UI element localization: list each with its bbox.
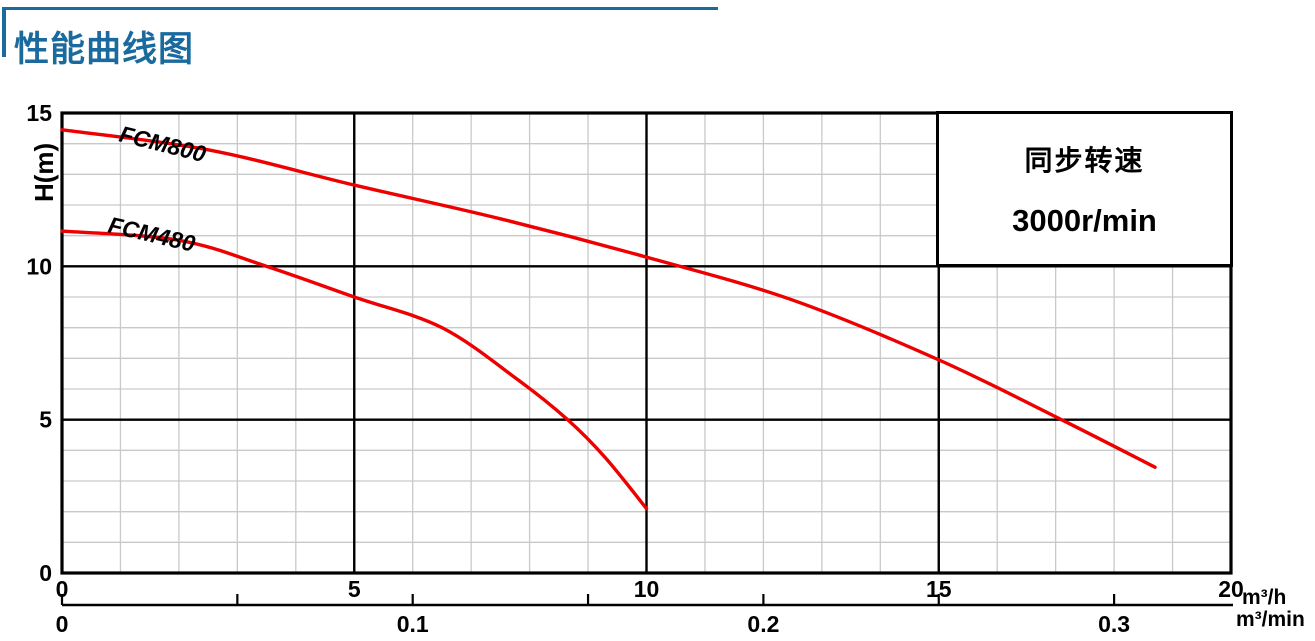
y-axis-tick-label: 5: [39, 407, 52, 433]
x-axis-tick-label: 10: [634, 576, 660, 602]
x-axis-tick-label: 20: [1218, 576, 1244, 602]
x-axis-tick-label: 5: [348, 576, 361, 602]
y-axis-tick-label: 10: [26, 253, 52, 279]
curve-FCM480: [60, 229, 649, 511]
y-axis-tick-label: 15: [26, 100, 52, 126]
series-label-FCM480: FCM480: [106, 212, 198, 257]
x-axis-tick-label: 0: [56, 576, 69, 602]
secondary-x-tick-label: 0.2: [747, 611, 779, 637]
secondary-x-tick-label: 0.3: [1098, 611, 1130, 637]
sync-speed-value: 3000r/min: [1012, 203, 1157, 239]
secondary-x-tick-label: 0: [56, 611, 69, 637]
x-axis-primary-unit-label: m³/h: [1242, 586, 1287, 609]
header-accent-line: [2, 7, 718, 10]
sync-speed-annotation: 同步转速 3000r/min: [936, 111, 1233, 267]
header-accent-bar: [2, 7, 6, 57]
y-axis-title: H(m): [29, 143, 59, 202]
series-label-FCM800: FCM800: [117, 121, 209, 168]
y-axis-tick-label: 0: [39, 560, 52, 586]
x-axis-secondary-unit-label: m³/min: [1236, 608, 1305, 631]
secondary-x-tick-label: 0.1: [397, 611, 429, 637]
plot-border: [60, 111, 1233, 575]
sync-speed-label: 同步转速: [1024, 144, 1145, 176]
page-title: 性能曲线图: [14, 30, 195, 69]
curve-FCM800: [60, 128, 1157, 469]
